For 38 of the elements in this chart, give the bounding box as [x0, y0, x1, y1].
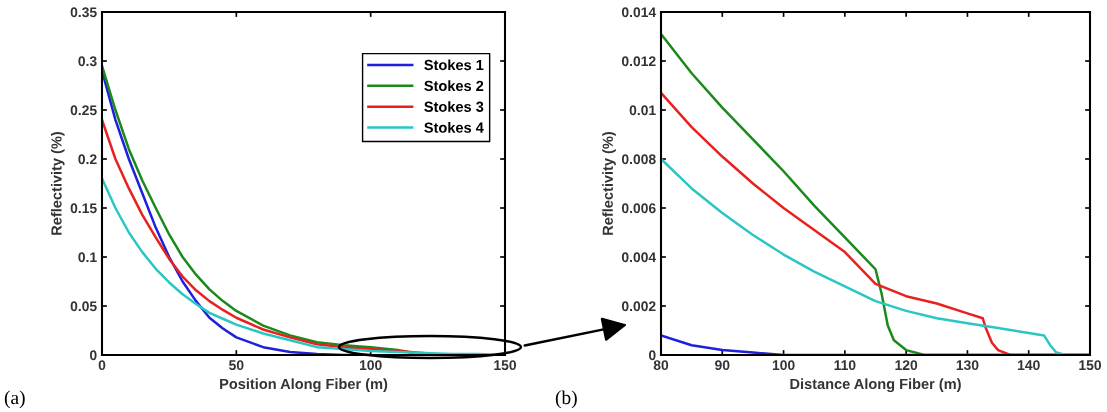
x-tick-label: 110 [834, 360, 856, 371]
legend-label: Stokes 3 [424, 101, 484, 112]
x-tick-label: 50 [229, 360, 244, 371]
x-axis-title: Position Along Fiber (m) [220, 378, 388, 393]
x-tick-label: 100 [359, 360, 382, 371]
x-tick-label: 100 [772, 360, 795, 371]
y-tick-label: 0.1 [78, 252, 97, 263]
x-tick-label: 80 [653, 360, 669, 371]
y-tick-label: 0.014 [621, 7, 657, 18]
y-tick-label: 0.01 [629, 105, 656, 116]
y-tick-label: 0.004 [621, 252, 657, 263]
y-tick-label: 0.35 [70, 7, 97, 18]
text: (b) [555, 390, 577, 409]
x-tick-label: 150 [494, 360, 517, 371]
y-axis-title: Reflectivity (%) [602, 131, 616, 235]
x-tick-label: 0 [98, 360, 106, 371]
x-tick-label: 130 [956, 360, 979, 371]
y-tick-label: 0.2 [78, 154, 97, 165]
x-tick-label: 140 [1018, 360, 1040, 371]
x-axis-title: Distance Along Fiber (m) [790, 378, 961, 393]
legend-label: Stokes 4 [424, 122, 484, 133]
text: (a) [4, 390, 25, 409]
legend-label: Stokes 1 [424, 59, 484, 71]
y-tick-label: 0.012 [621, 56, 656, 67]
y-axis-title: Reflectivity (%) [50, 131, 65, 235]
y-tick-label: 0.3 [78, 56, 97, 67]
legend-label: Stokes 2 [424, 80, 484, 92]
y-tick-label: 0 [648, 350, 656, 361]
y-tick-label: 0 [89, 350, 97, 361]
x-tick-label: 90 [715, 360, 730, 371]
y-tick-label: 0.25 [70, 105, 97, 116]
y-tick-label: 0.05 [70, 301, 97, 312]
x-tick-label: 120 [895, 360, 918, 371]
y-tick-label: 0.002 [621, 301, 656, 312]
y-tick-label: 0.008 [621, 154, 656, 165]
y-tick-label: 0.15 [70, 203, 97, 214]
x-tick-label: 150 [1079, 360, 1102, 371]
y-tick-label: 0.006 [621, 203, 656, 214]
